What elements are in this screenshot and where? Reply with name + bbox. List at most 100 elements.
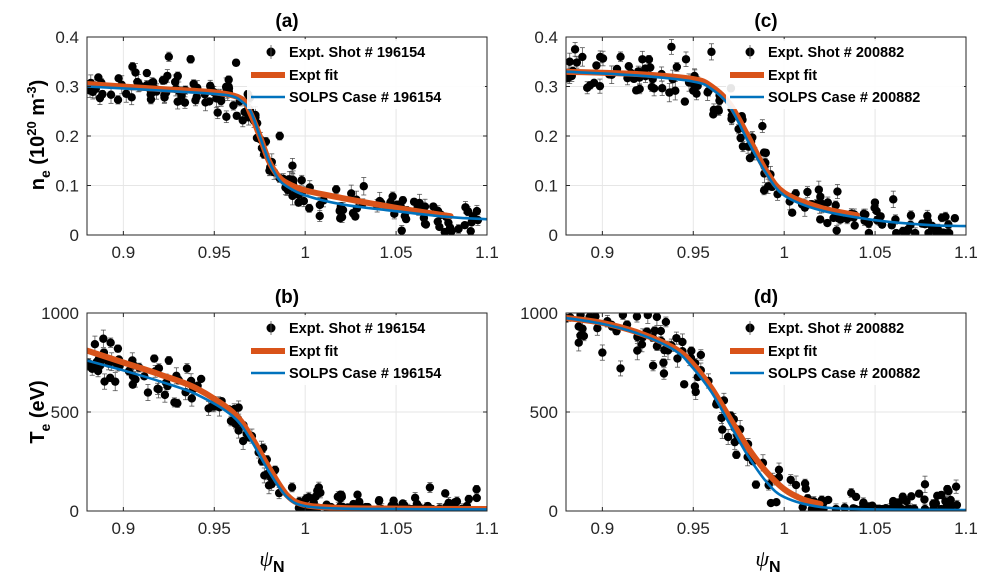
data-point [889, 498, 898, 508]
data-point [652, 342, 662, 351]
data-point [160, 91, 169, 100]
data-point [689, 86, 698, 95]
data-point [681, 55, 691, 64]
data-point [106, 90, 116, 99]
x-tick-label: 0.95 [677, 243, 710, 262]
data-point [201, 98, 210, 107]
data-point [624, 61, 633, 71]
data-point [99, 334, 108, 343]
plot-content [87, 329, 487, 511]
legend-label-experiment: Expt. Shot # 200882 [768, 45, 904, 61]
data-point [914, 489, 924, 498]
legend-box [247, 39, 485, 109]
data-point [460, 220, 470, 230]
x-tick-label: 1.1 [475, 519, 499, 538]
data-point [578, 52, 587, 62]
y-tick-label: 1000 [41, 304, 79, 323]
data-point [98, 89, 107, 99]
data-point [90, 340, 100, 349]
data-point [703, 88, 712, 97]
data-point [680, 97, 690, 106]
legend: Expt. Shot # 200882 Expt fit SOLPS Case # … [726, 39, 964, 109]
data-point [113, 344, 123, 353]
fit-line [566, 68, 860, 219]
data-point [872, 206, 881, 216]
data-point [616, 52, 625, 61]
legend-box [726, 315, 964, 385]
data-point [751, 480, 761, 489]
data-point [632, 313, 642, 321]
data-point [111, 377, 120, 386]
legend-label-experiment: Expt. Shot # 196154 [289, 45, 425, 61]
x-tick-label: 1.1 [954, 519, 978, 538]
solps-line [87, 359, 487, 511]
x-tick-label: 1.05 [859, 519, 892, 538]
data-point [619, 299, 627, 307]
y-tick-label: 0.3 [534, 78, 558, 97]
data-point [142, 68, 152, 78]
data-point [661, 317, 671, 327]
data-point [671, 86, 680, 95]
data-point [191, 96, 200, 105]
data-point [761, 148, 771, 158]
data-point [359, 182, 368, 191]
y-tick-label: 0.2 [534, 127, 558, 146]
data-point [816, 192, 825, 201]
data-point [673, 354, 682, 363]
data-point [936, 228, 945, 235]
data-point [823, 218, 832, 228]
data-point [892, 228, 901, 235]
data-point [758, 121, 767, 131]
data-point [831, 201, 840, 210]
legend-label-solps: SOLPS Case # 200882 [768, 90, 920, 106]
data-point [672, 333, 681, 343]
data-point [667, 42, 676, 52]
data-point [397, 226, 406, 235]
data-point [633, 346, 642, 355]
data-point [163, 71, 172, 81]
panel-title: (d) [754, 287, 778, 308]
data-point [173, 97, 182, 106]
data-point [696, 350, 706, 360]
data-point [659, 358, 668, 367]
y-tick-label: 500 [51, 403, 79, 422]
x-tick-label: 1 [300, 519, 309, 538]
data-point [672, 62, 682, 72]
data-point [950, 214, 960, 223]
data-point [816, 215, 825, 224]
plot-content [566, 299, 966, 511]
x-tick-label: 1 [300, 243, 309, 262]
data-point [401, 214, 411, 224]
data-point [644, 55, 654, 64]
panel-title: (a) [275, 11, 298, 32]
data-point [616, 364, 625, 373]
data-point [353, 490, 362, 499]
data-point [657, 84, 667, 93]
y-tick-label: 0 [549, 226, 558, 245]
data-point [691, 387, 700, 397]
data-point [786, 475, 795, 485]
data-point [643, 313, 653, 320]
data-point [160, 390, 170, 400]
data-point [389, 496, 398, 505]
y-tick-label: 0.2 [55, 127, 79, 146]
solps-line [566, 316, 966, 511]
data-point [222, 112, 231, 121]
data-point [305, 204, 314, 213]
solps-line [87, 85, 487, 221]
y-tick-label: 0.3 [55, 78, 79, 97]
data-point [154, 385, 163, 394]
data-point [213, 108, 222, 117]
legend-label-solps: SOLPS Case # 200882 [768, 366, 920, 382]
ylabel-te: Te (eV) [27, 380, 53, 443]
data-point [147, 78, 157, 88]
x-tick-label: 1.1 [954, 243, 978, 262]
data-point [952, 500, 962, 510]
x-tick-label: 1 [779, 243, 788, 262]
y-tick-label: 0 [70, 226, 79, 245]
data-point [600, 302, 608, 310]
y-tick-label: 0 [70, 502, 79, 521]
data-point [901, 228, 910, 235]
